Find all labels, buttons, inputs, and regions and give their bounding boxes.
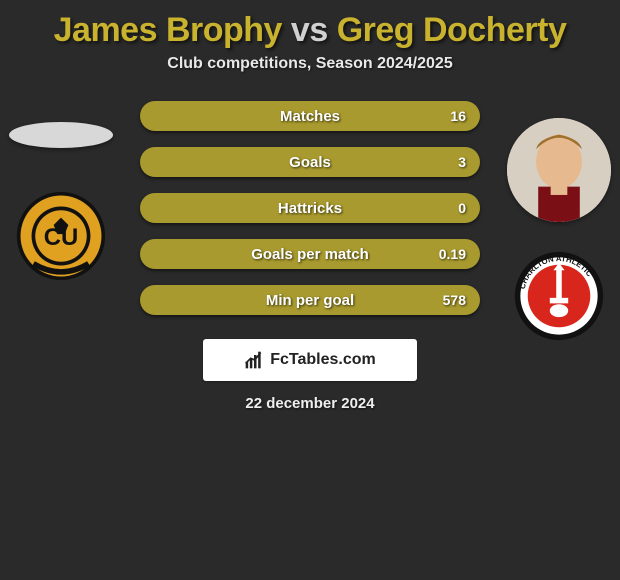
page-title: James Brophy vs Greg Docherty xyxy=(0,12,620,49)
footer-date: 22 december 2024 xyxy=(0,395,620,412)
stat-label: Goals per match xyxy=(251,246,369,263)
stat-value-right: 0.19 xyxy=(439,246,466,262)
stat-label: Min per goal xyxy=(266,292,354,309)
brand-badge: FcTables.com xyxy=(203,339,417,381)
comparison-card: James Brophy vs Greg Docherty Club compe… xyxy=(0,0,620,412)
stat-value-right: 3 xyxy=(458,154,466,170)
chart-icon xyxy=(244,350,264,370)
stat-value-right: 0 xyxy=(458,200,466,216)
stat-label: Hattricks xyxy=(278,200,342,217)
subtitle: Club competitions, Season 2024/2025 xyxy=(0,55,620,73)
player2-avatar-placeholder xyxy=(507,118,611,222)
stat-row-goals: Goals 3 xyxy=(140,147,480,177)
player1-avatar-placeholder xyxy=(9,122,113,148)
brand-text: FcTables.com xyxy=(270,351,376,369)
player1-club-badge: CU xyxy=(15,190,107,282)
title-player1: James Brophy xyxy=(54,11,282,49)
stat-row-hattricks: Hattricks 0 xyxy=(140,193,480,223)
stat-label: Goals xyxy=(289,154,331,171)
cambridge-united-badge-icon: CU xyxy=(15,190,107,282)
stat-label: Matches xyxy=(280,108,340,125)
right-player-column: CHARLTON ATHLETIC xyxy=(504,118,614,342)
svg-text:CU: CU xyxy=(44,224,79,251)
player2-club-badge: CHARLTON ATHLETIC xyxy=(513,250,605,342)
stat-row-goals-per-match: Goals per match 0.19 xyxy=(140,239,480,269)
left-player-column: CU xyxy=(6,118,116,282)
stat-row-matches: Matches 16 xyxy=(140,101,480,131)
stat-value-right: 16 xyxy=(450,108,466,124)
title-vs: vs xyxy=(291,11,328,49)
title-player2: Greg Docherty xyxy=(337,11,567,49)
stat-row-min-per-goal: Min per goal 578 xyxy=(140,285,480,315)
charlton-athletic-badge-icon: CHARLTON ATHLETIC xyxy=(513,250,605,342)
stats-bars: Matches 16 Goals 3 Hattricks 0 Goals per… xyxy=(140,101,480,315)
stat-value-right: 578 xyxy=(443,292,466,308)
